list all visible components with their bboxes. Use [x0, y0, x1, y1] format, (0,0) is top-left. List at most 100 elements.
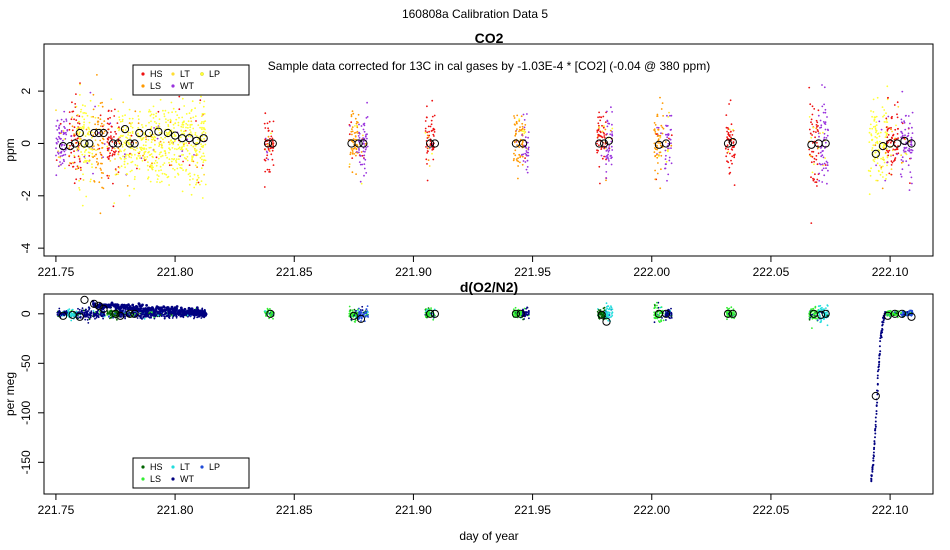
dip-point-wt — [875, 404, 878, 407]
data-point-lp — [201, 132, 204, 135]
data-point-hs — [108, 123, 110, 126]
data-point-lp — [81, 104, 84, 107]
data-point-hs — [107, 110, 110, 112]
data-point-ls — [68, 154, 71, 157]
mean-marker — [430, 309, 439, 318]
data-point-lp — [196, 135, 198, 137]
data-point-wt — [911, 126, 913, 129]
data-point-lp — [876, 162, 879, 165]
data-point-hs — [733, 156, 736, 159]
data-point-hs — [271, 149, 274, 152]
data-point-wt — [875, 164, 877, 167]
data-point-ls — [352, 112, 355, 115]
data-point-lp — [175, 158, 178, 161]
data-point-lp — [123, 163, 126, 166]
data-point-wt — [906, 311, 909, 313]
o2n2-legend-marker-ls — [141, 477, 145, 481]
data-point-lp — [811, 171, 814, 174]
data-point-wt — [666, 312, 669, 315]
dip-point-wt — [872, 454, 875, 457]
data-point-lp — [128, 117, 131, 120]
data-point-hs — [427, 150, 429, 153]
data-point-lp — [120, 134, 122, 137]
data-point-lp — [355, 125, 358, 127]
data-point-lp — [171, 158, 173, 160]
data-point-lp — [886, 156, 889, 159]
data-point-lp — [868, 131, 871, 134]
data-point-wt — [77, 149, 80, 152]
data-point-hs — [727, 161, 730, 164]
data-point-hs — [730, 159, 732, 162]
data-point-lp — [196, 161, 199, 164]
data-point-wt — [526, 313, 528, 316]
data-point-lt — [610, 305, 612, 307]
data-point-lp — [869, 123, 872, 126]
data-point-lp — [153, 120, 156, 123]
data-point-hs — [597, 116, 599, 119]
data-point-lp — [201, 121, 203, 123]
data-point-hs — [88, 318, 91, 321]
trend-point-wt — [156, 311, 160, 315]
data-point-lp — [193, 173, 196, 176]
data-point-hs — [78, 122, 81, 125]
data-point-lp — [118, 118, 121, 121]
data-point-wt — [666, 136, 669, 139]
data-point-hs — [604, 121, 607, 123]
dip-point-wt — [874, 420, 877, 423]
data-point-ls — [815, 127, 818, 130]
data-point-lp — [81, 204, 84, 207]
o2n2-y-tick-label: 0 — [19, 310, 33, 317]
data-point-hs — [157, 110, 160, 113]
data-point-lt — [71, 308, 74, 311]
data-point-wt — [525, 311, 528, 314]
data-point-lp — [156, 181, 158, 183]
data-point-ls — [521, 155, 524, 158]
data-point-lp — [658, 155, 660, 158]
data-point-wt — [901, 168, 904, 171]
data-point-lp — [883, 161, 886, 164]
data-point-hs — [599, 182, 601, 185]
data-point-hs — [601, 124, 603, 127]
data-point-wt — [903, 120, 905, 123]
data-point-lp — [152, 138, 155, 141]
data-point-lp — [170, 141, 173, 144]
data-point-lp — [77, 165, 80, 168]
data-point-ls — [520, 311, 522, 314]
dip-point-wt — [873, 446, 876, 449]
data-point-wt — [900, 175, 903, 178]
data-point-wt — [364, 150, 366, 153]
data-point-lp — [882, 156, 884, 159]
data-point-ls — [101, 146, 104, 149]
data-point-wt — [60, 137, 62, 140]
data-point-ls — [98, 181, 101, 184]
data-point-lp — [78, 133, 80, 136]
mean-marker — [75, 312, 84, 321]
mean-marker — [90, 128, 99, 138]
data-point-lp — [875, 131, 877, 134]
data-point-lp — [163, 115, 166, 118]
data-point-wt — [886, 161, 888, 164]
data-point-ls — [659, 96, 661, 99]
data-point-lp — [88, 160, 91, 163]
data-point-wt — [526, 166, 529, 168]
data-point-ls — [658, 151, 661, 154]
data-point-ls — [516, 122, 518, 125]
data-point-ls — [425, 308, 427, 310]
data-point-lp — [142, 137, 145, 139]
data-point-lp — [78, 148, 80, 151]
data-point-lp — [876, 142, 879, 145]
data-point-lp — [83, 112, 86, 114]
data-point-lp — [611, 127, 614, 130]
data-point-lp — [360, 317, 363, 319]
data-point-wt — [95, 316, 98, 319]
data-point-lp — [358, 311, 361, 314]
data-point-ls — [267, 135, 270, 138]
data-point-wt — [358, 123, 360, 126]
data-point-wt — [87, 322, 90, 324]
data-point-lp — [172, 143, 175, 146]
data-point-ls — [662, 319, 665, 322]
data-point-lt — [611, 308, 614, 311]
data-point-lp — [152, 156, 154, 159]
data-point-wt — [899, 173, 902, 176]
data-point-lp — [148, 154, 151, 157]
